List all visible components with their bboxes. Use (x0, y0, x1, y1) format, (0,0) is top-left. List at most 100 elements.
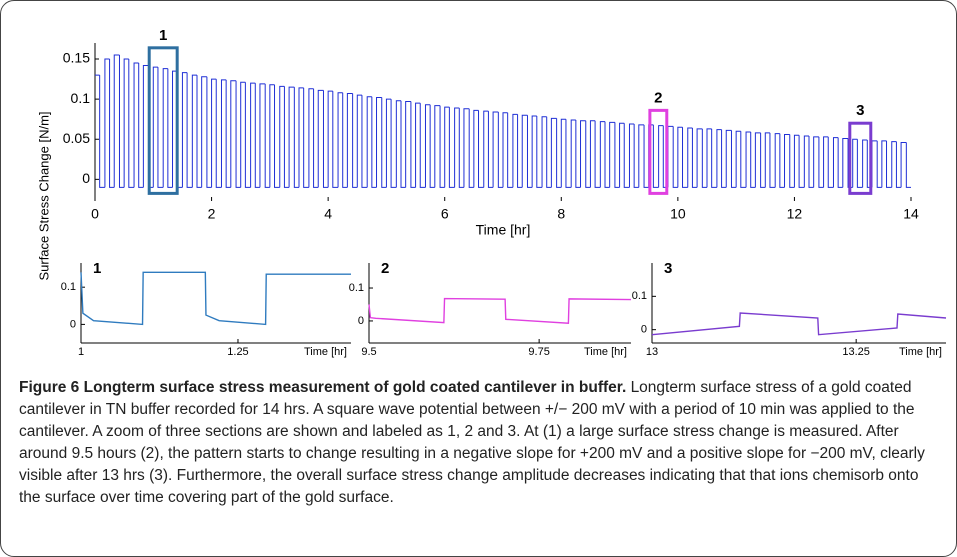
step-segment (735, 130, 741, 188)
zoom-box (648, 108, 669, 195)
step-segment (419, 103, 426, 188)
step-segment (361, 95, 368, 188)
step-segment (269, 84, 275, 188)
step-segment (264, 83, 270, 188)
step-segment (317, 89, 324, 188)
y-tick-label: 0.1 (349, 282, 364, 294)
y-tick-label: 0.1 (632, 290, 647, 302)
step-segment (721, 129, 727, 188)
step-segment (104, 58, 110, 188)
panel-title: 1 (93, 260, 101, 277)
step-segment (658, 125, 664, 188)
step-segment (871, 140, 878, 188)
step-segment (711, 128, 717, 188)
zoom-label: 2 (654, 89, 662, 106)
step-segment (254, 83, 260, 188)
step-segment (652, 124, 659, 188)
x-tick-label: 10 (670, 206, 686, 222)
step-segment (342, 92, 348, 188)
step-segment (167, 68, 173, 188)
step-segment (337, 92, 343, 188)
step-segment (448, 107, 455, 188)
step-segment (196, 75, 202, 188)
step-segment (745, 131, 751, 188)
step-segment (371, 96, 377, 188)
step-segment (550, 117, 557, 188)
y-tick-label: 0 (70, 318, 76, 330)
step-segment (454, 107, 460, 188)
step-segment (458, 107, 464, 188)
step-segment (730, 130, 737, 188)
step-segment (487, 111, 494, 188)
step-segment (99, 75, 105, 188)
step-segment (862, 139, 868, 188)
step-segment (677, 126, 683, 188)
x-axis-label: Time [hr] (476, 222, 531, 238)
step-segment (784, 133, 790, 188)
step-segment (288, 86, 295, 188)
step-segment (716, 129, 722, 188)
step-segment (473, 109, 479, 188)
step-segment (244, 82, 251, 188)
caption-title: Figure 6 Longterm surface stress measure… (19, 379, 627, 396)
step-segment (725, 129, 732, 188)
step-segment (813, 136, 819, 188)
step-segment (895, 141, 902, 188)
step-segment (133, 62, 139, 188)
step-segment (856, 139, 863, 188)
x-tick-label: 9.75 (528, 346, 549, 358)
step-segment (240, 81, 246, 188)
step-segment (667, 125, 674, 188)
panel-title: 2 (381, 260, 389, 277)
step-segment (478, 110, 484, 188)
step-segment (215, 79, 222, 188)
caption-text: Longterm surface stress of a gold coated… (19, 379, 925, 506)
step-segment (643, 124, 649, 188)
x-tick-label: 4 (324, 206, 332, 222)
step-segment (298, 87, 304, 188)
step-segment (468, 108, 474, 188)
step-segment (565, 119, 572, 188)
step-segment (556, 118, 562, 188)
step-segment (109, 59, 115, 188)
x-tick-label: 8 (557, 206, 565, 222)
step-segment (541, 116, 547, 188)
step-segment (891, 141, 897, 188)
line (368, 297, 632, 324)
step-segment (682, 127, 688, 188)
x-tick-label: 13 (646, 346, 658, 358)
step-segment (750, 132, 756, 188)
step-segment (628, 123, 635, 188)
x-axis-label: Time [hr] (584, 346, 627, 358)
step-segment (225, 79, 231, 188)
step-segment (152, 66, 158, 188)
step-segment (560, 118, 566, 188)
step-segment (186, 72, 193, 188)
step-segment (517, 114, 523, 188)
step-segment (764, 132, 770, 188)
step-segment (876, 140, 882, 188)
step-segment (502, 112, 508, 188)
step-segment (696, 128, 703, 188)
step-segment (138, 63, 144, 188)
step-segment (181, 72, 188, 188)
x-tick-label: 1.25 (227, 346, 248, 358)
charts: Surface Stress Change [N/m] 0 0.05 0.1 0.15… (36, 27, 947, 358)
step-segment (250, 82, 256, 188)
step-segment (570, 119, 576, 188)
step-segment (512, 113, 518, 188)
step-segment (808, 136, 814, 188)
step-segment (322, 90, 329, 188)
step-segment (633, 124, 639, 188)
step-segment (157, 67, 164, 188)
step-segment (313, 88, 319, 188)
step-segment (434, 105, 441, 188)
y-axis-label: Surface Stress Change [N/m] (36, 111, 51, 280)
x-axis-label: Time [hr] (304, 346, 347, 358)
zoom-box (147, 46, 179, 195)
step-segment (818, 136, 824, 188)
step-segment (429, 104, 435, 188)
step-segment (575, 120, 581, 188)
step-segment (424, 104, 431, 188)
